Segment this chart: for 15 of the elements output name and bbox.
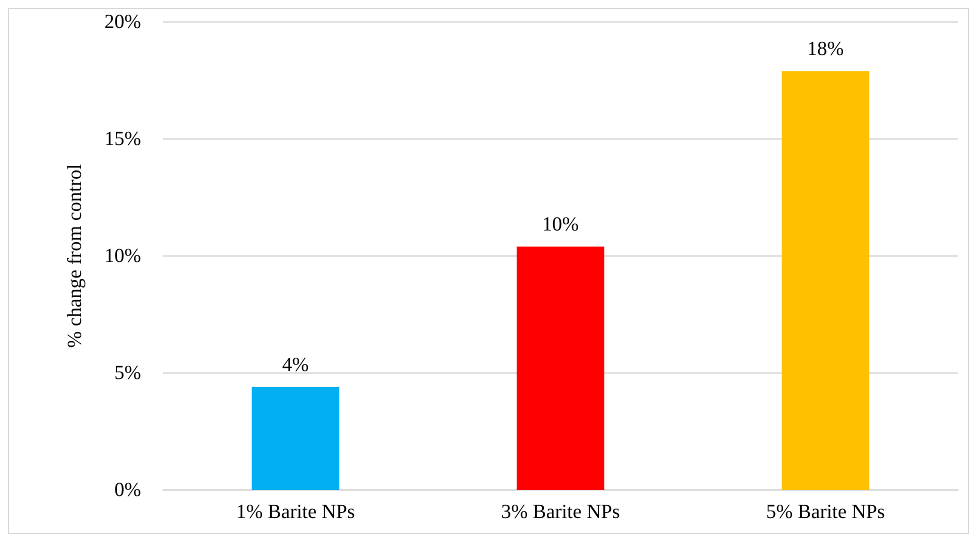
- data-label: 4%: [282, 354, 309, 376]
- y-tick-label: 15%: [104, 128, 141, 150]
- bar: [252, 387, 340, 490]
- x-tick-label: 3% Barite NPs: [501, 501, 620, 523]
- data-label: 18%: [807, 38, 844, 60]
- bar: [516, 246, 604, 490]
- y-tick-label: 10%: [104, 245, 141, 267]
- y-tick-label: 20%: [104, 11, 141, 33]
- x-tick-label: 5% Barite NPs: [766, 501, 886, 523]
- bar: [782, 71, 870, 490]
- y-tick-label: 0%: [114, 479, 141, 501]
- y-axis-title: % change from control: [64, 164, 86, 348]
- data-label: 10%: [542, 214, 579, 236]
- y-tick-label: 5%: [114, 362, 141, 384]
- x-tick-label: 1% Barite NPs: [236, 501, 356, 523]
